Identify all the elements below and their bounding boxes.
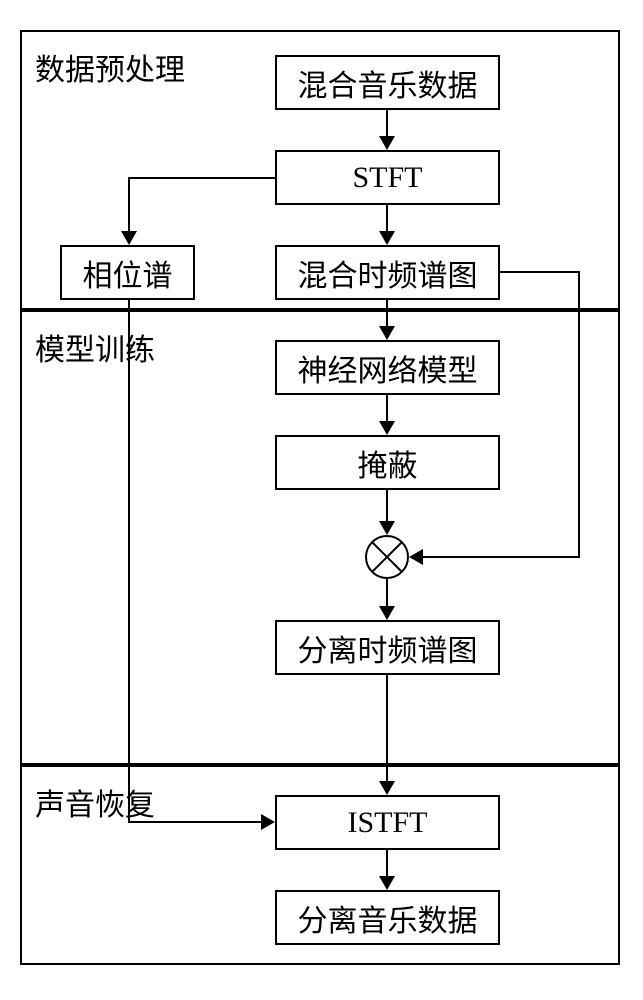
edge-sepspec-istft-line: [386, 675, 388, 783]
node-multiply: [365, 535, 409, 579]
edge-sepspec-istft-head: [379, 781, 395, 795]
edge-mask-mult-head: [379, 521, 395, 535]
edge-mixedspec-nn-head: [379, 326, 395, 340]
edge-stft-phase-h: [128, 177, 275, 179]
node-istft: ISTFT: [275, 795, 500, 850]
edge-mixedspec-mult-v: [578, 271, 580, 558]
node-phase: 相位谱: [60, 245, 195, 300]
edge-mixedspec-mult-h1: [500, 271, 580, 273]
label-training: 模型训练: [35, 325, 155, 369]
node-stft: STFT: [275, 150, 500, 205]
label-recovery: 声音恢复: [35, 780, 155, 824]
edge-mixedspec-nn-line: [386, 300, 388, 328]
node-nn: 神经网络模型: [275, 340, 500, 395]
edge-nn-mask-head: [379, 421, 395, 435]
edge-mixedspec-mult-head: [409, 549, 423, 565]
edge-mixedmusic-stft-head: [379, 136, 395, 150]
node-mixed-music: 混合音乐数据: [275, 55, 500, 110]
edge-istft-sepmusic-head: [379, 876, 395, 890]
edge-phase-istft-h: [128, 821, 261, 823]
edge-nn-mask-line: [386, 395, 388, 423]
edge-stft-mixedspec-line: [386, 205, 388, 233]
node-mask: 掩蔽: [275, 435, 500, 490]
edge-stft-phase-v: [128, 177, 130, 233]
edge-stft-mixedspec-head: [379, 231, 395, 245]
edge-phase-istft-v: [128, 300, 130, 822]
edge-mixedmusic-stft-line: [386, 110, 388, 138]
node-sep-spec: 分离时频谱图: [275, 620, 500, 675]
edge-mult-sepspec-head: [379, 606, 395, 620]
edge-istft-sepmusic-line: [386, 850, 388, 878]
node-sep-music: 分离音乐数据: [275, 890, 500, 945]
edge-mask-mult-line: [386, 490, 388, 523]
edge-phase-istft-head: [261, 814, 275, 830]
edge-mult-sepspec-line: [386, 579, 388, 608]
edge-stft-phase-head: [121, 231, 137, 245]
node-mixed-spec: 混合时频谱图: [275, 245, 500, 300]
edge-mixedspec-mult-h2: [423, 556, 580, 558]
label-preprocess: 数据预处理: [35, 45, 185, 89]
